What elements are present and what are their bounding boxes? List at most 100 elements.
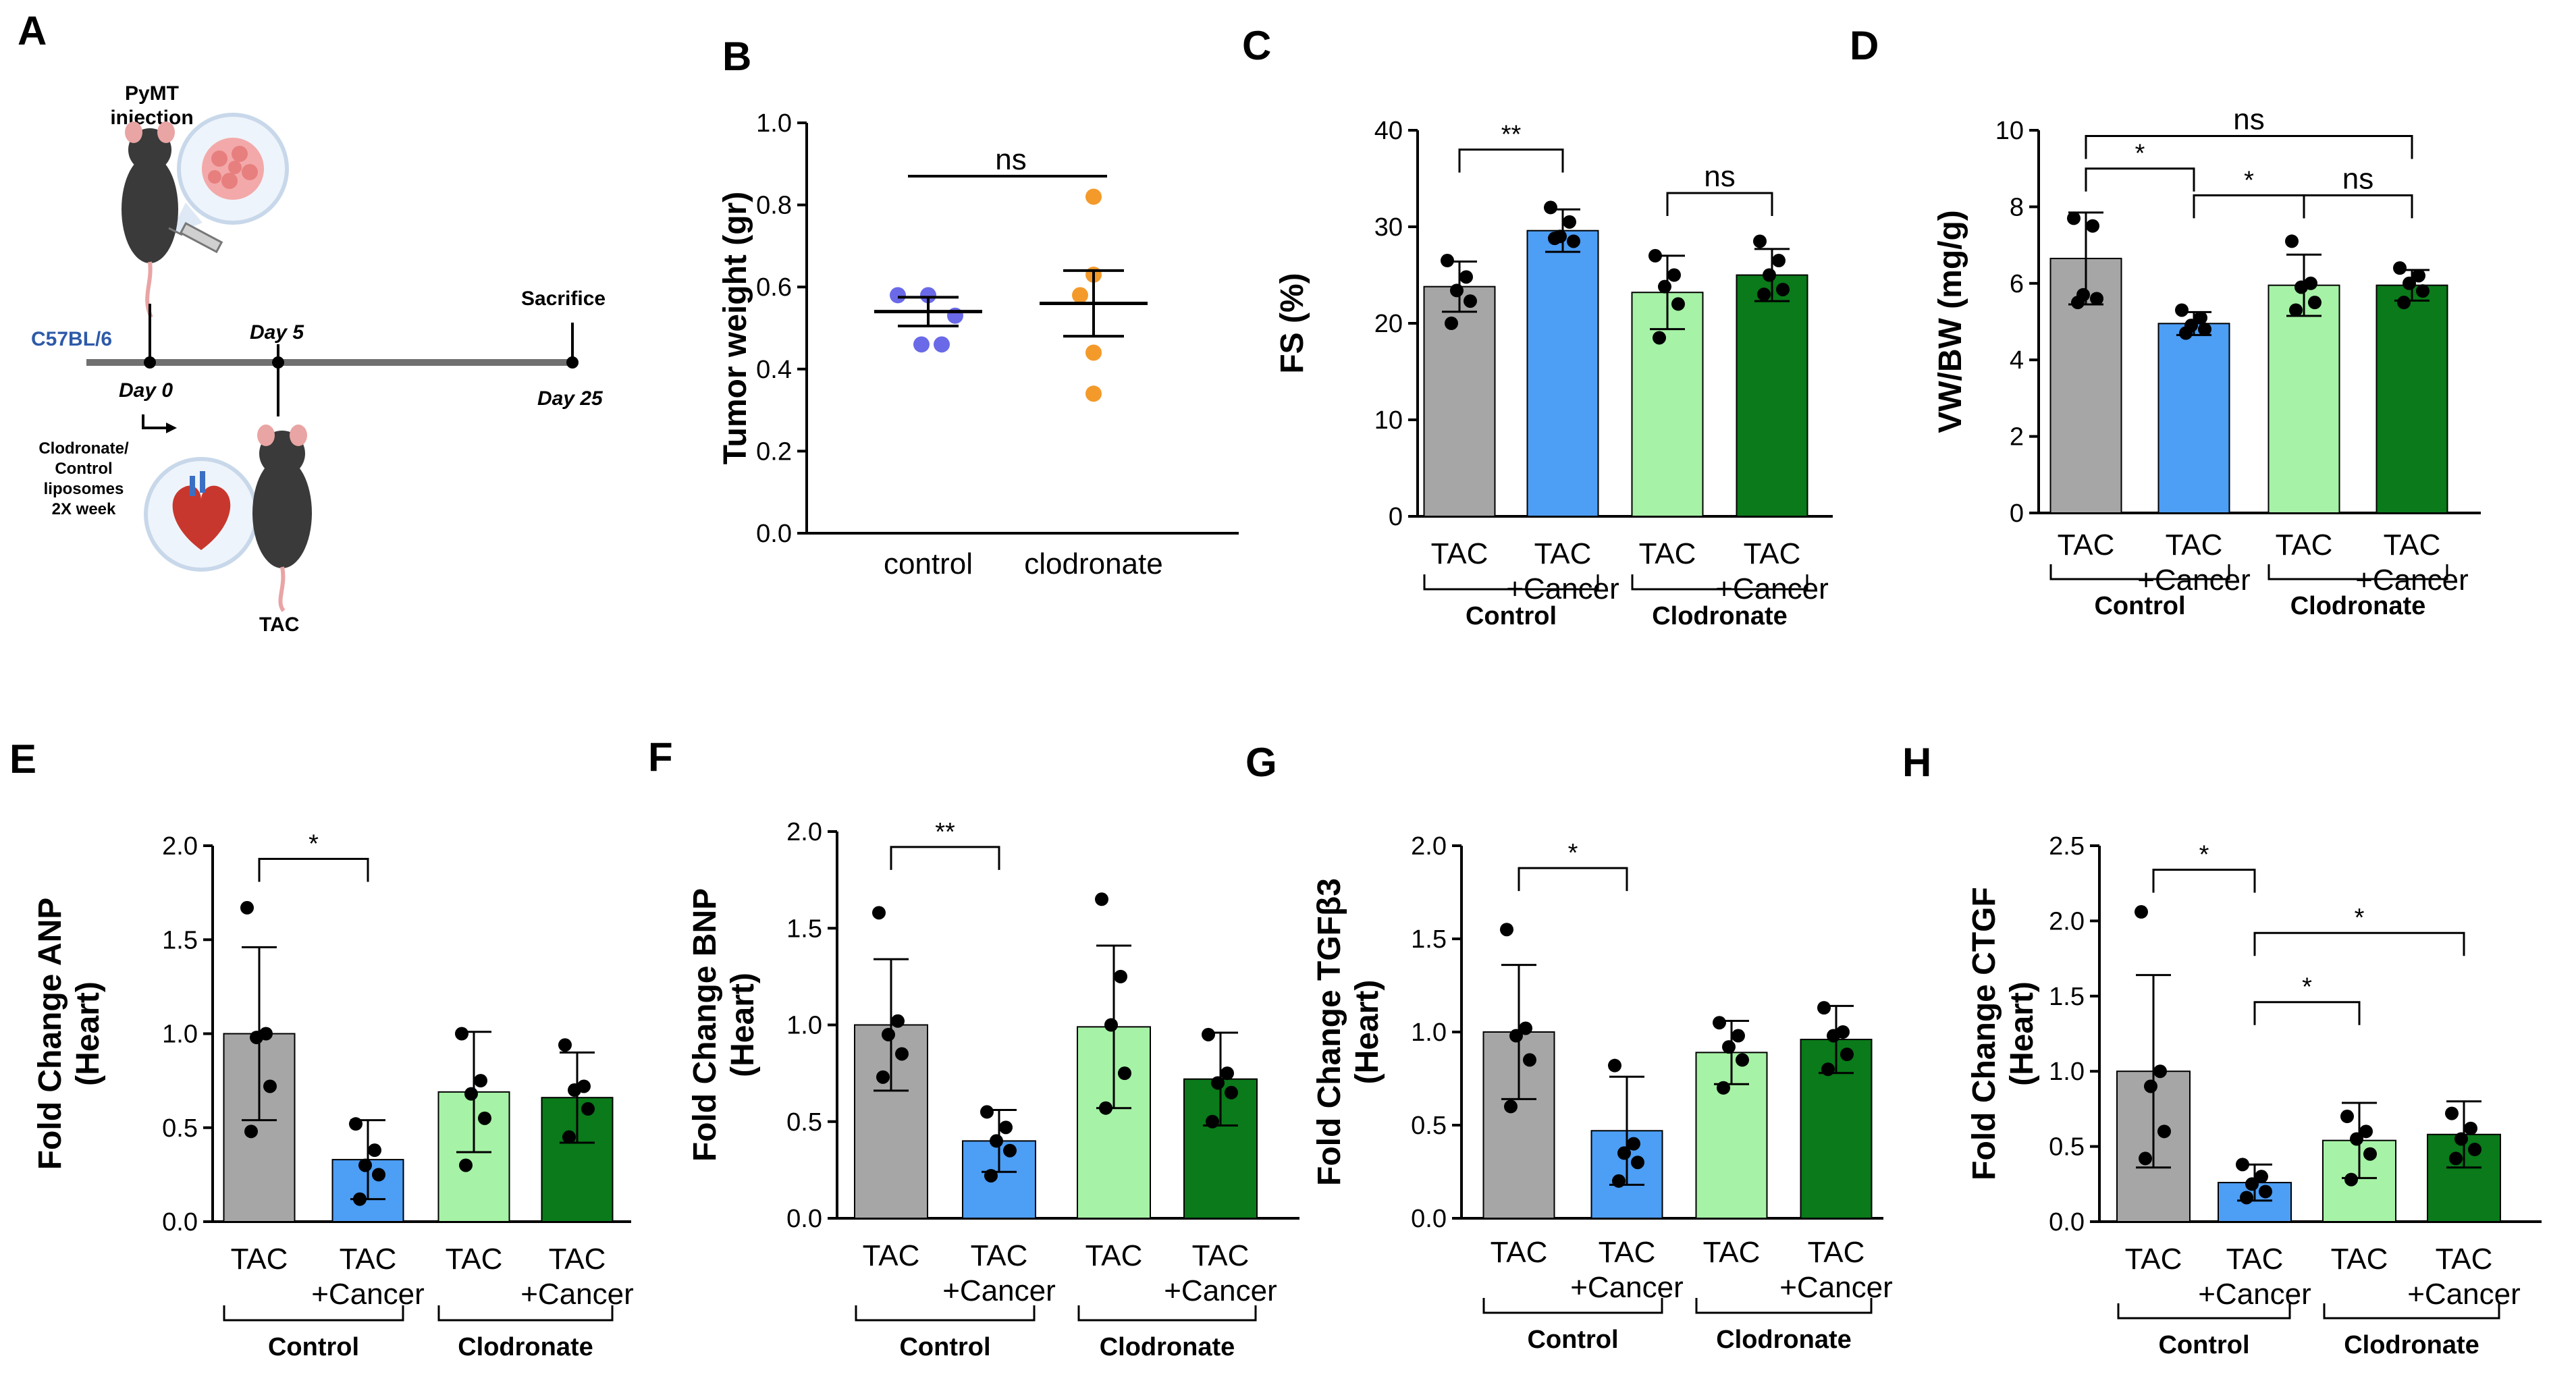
y-tick-label-e: 0.0 [162, 1208, 198, 1237]
group-bracket-h [2323, 1303, 2500, 1320]
data-point-c [1450, 283, 1464, 298]
significance-bracket-d [2085, 135, 2413, 159]
data-point-c [1563, 215, 1576, 229]
category-label-g: TAC [1703, 1236, 1761, 1269]
data-point-e [353, 1192, 367, 1206]
data-point-b [920, 287, 936, 304]
bar-d [2376, 284, 2448, 514]
data-point-h [2245, 1177, 2259, 1191]
data-point-e [464, 1087, 478, 1101]
category-label-d: TAC [2276, 528, 2333, 562]
group-label-h: Control [2158, 1331, 2249, 1359]
group-bracket-d [2049, 564, 2230, 580]
y-tick-label-b: 0.0 [756, 520, 792, 548]
data-point-c [1658, 279, 1671, 294]
data-point-b [913, 336, 930, 353]
data-point-c [1757, 288, 1771, 302]
data-point-f [876, 1070, 890, 1084]
significance-bracket-d [2193, 194, 2305, 219]
y-tick-label-b: 0.4 [756, 356, 792, 384]
panel-label-g: G [1245, 740, 1277, 785]
data-point-c [1753, 234, 1767, 248]
data-point-b [1085, 188, 1102, 205]
data-point-f [1220, 1066, 1234, 1081]
significance-bracket-g [1518, 867, 1628, 892]
chart-b-tumor-weight: 0.0 0.2 0.4 0.6 0.8 1.0 Tumor weight (gr) contr… [718, 109, 1239, 580]
data-point-d [2194, 310, 2207, 325]
y-tick-label-h: 2.0 [2049, 907, 2085, 935]
group-label-g: Clodronate [1716, 1326, 1852, 1354]
data-point-h [2240, 1191, 2253, 1205]
category-label-e: TAC +Cancer [311, 1243, 425, 1311]
group-bracket-f [855, 1305, 1036, 1322]
y-axis-label-c: FS (%) [1274, 273, 1310, 373]
data-point-f [990, 1134, 1003, 1148]
data-point-f [895, 1047, 909, 1061]
y-axis-label-f: Fold Change BNP(Heart) [687, 888, 761, 1162]
data-point-d [2397, 296, 2411, 310]
data-point-d [2086, 219, 2099, 233]
y-tick-label-f: 1.5 [786, 915, 822, 943]
group-bracket-f [1077, 1305, 1257, 1322]
data-point-g [1617, 1146, 1631, 1160]
y-axis-label-e: Fold Change ANP(Heart) [32, 898, 106, 1170]
y-tick-label-d: 6 [2010, 270, 2024, 298]
data-point-g [1612, 1174, 1626, 1188]
category-label-g: TAC +Cancer [1570, 1236, 1684, 1304]
data-point-g [1627, 1137, 1640, 1151]
data-point-e [568, 1083, 581, 1097]
group-bracket-g [1482, 1298, 1663, 1314]
data-point-d [2308, 296, 2322, 310]
data-point-c [1653, 331, 1666, 345]
group-bracket-d [2268, 564, 2448, 580]
chart-d-vw-bw: 0 2 4 6 8 10 VW/BW (mg/g) TAC TAC +Cancer TAC TAC +C… [1933, 103, 2481, 620]
y-tick-label-h: 0.5 [2049, 1133, 2085, 1162]
y-tick-label-d: 2 [2010, 423, 2024, 452]
significance-label-c: ** [1501, 121, 1522, 149]
significance-bracket-c [1666, 192, 1773, 216]
tumor-cluster-icon [202, 138, 264, 200]
y-tick-label-b: 1.0 [756, 109, 792, 138]
data-point-e [244, 1124, 258, 1139]
data-point-b [1085, 344, 1102, 361]
y-tick-label-d: 10 [1995, 117, 2024, 145]
chart-c-fs: 0 10 20 30 40 FS (%) TAC TAC +Cancer TAC TAC +Cance… [1274, 117, 1833, 630]
data-point-e [240, 900, 254, 915]
y-tick-label-b: 0.8 [756, 192, 792, 220]
significance-bracket-e [258, 857, 369, 882]
group-bracket-g [1695, 1298, 1873, 1314]
data-point-c [1667, 268, 1681, 282]
data-point-f [1003, 1143, 1017, 1158]
day5-label: Day 5 [250, 321, 304, 344]
category-label-h: TAC +Cancer [2198, 1243, 2311, 1311]
data-point-h [2255, 1170, 2268, 1184]
category-label-b: clodronate [1024, 547, 1162, 580]
y-tick-label-g: 2.0 [1411, 832, 1447, 861]
significance-label-d: * [2244, 166, 2254, 194]
data-point-g [1840, 1048, 1854, 1062]
data-point-g [1736, 1053, 1749, 1067]
category-label-c: TAC +Cancer [1715, 537, 1829, 605]
significance-bracket-f [890, 846, 1000, 870]
data-point-d [2179, 326, 2193, 340]
sacrifice-label: Sacrifice [521, 288, 606, 310]
data-point-f [984, 1168, 998, 1183]
panel-label-e: E [9, 736, 36, 782]
data-point-c [1776, 282, 1790, 296]
data-point-e [455, 1027, 468, 1041]
data-point-h [2445, 1106, 2459, 1120]
bar-e [541, 1097, 614, 1222]
data-point-h [2468, 1143, 2481, 1157]
y-tick-label-c: 20 [1374, 310, 1403, 338]
significance-label-e: * [308, 830, 319, 858]
y-tick-label-e: 1.0 [162, 1021, 198, 1049]
data-point-h [2236, 1158, 2249, 1172]
significance-label-c: ns [1704, 160, 1735, 193]
y-tick-label-d: 8 [2010, 193, 2024, 221]
data-point-g [1631, 1156, 1644, 1170]
group-label-f: Control [899, 1333, 990, 1361]
significance-bracket-h [2253, 931, 2465, 956]
y-tick-label-f: 2.0 [786, 818, 822, 846]
